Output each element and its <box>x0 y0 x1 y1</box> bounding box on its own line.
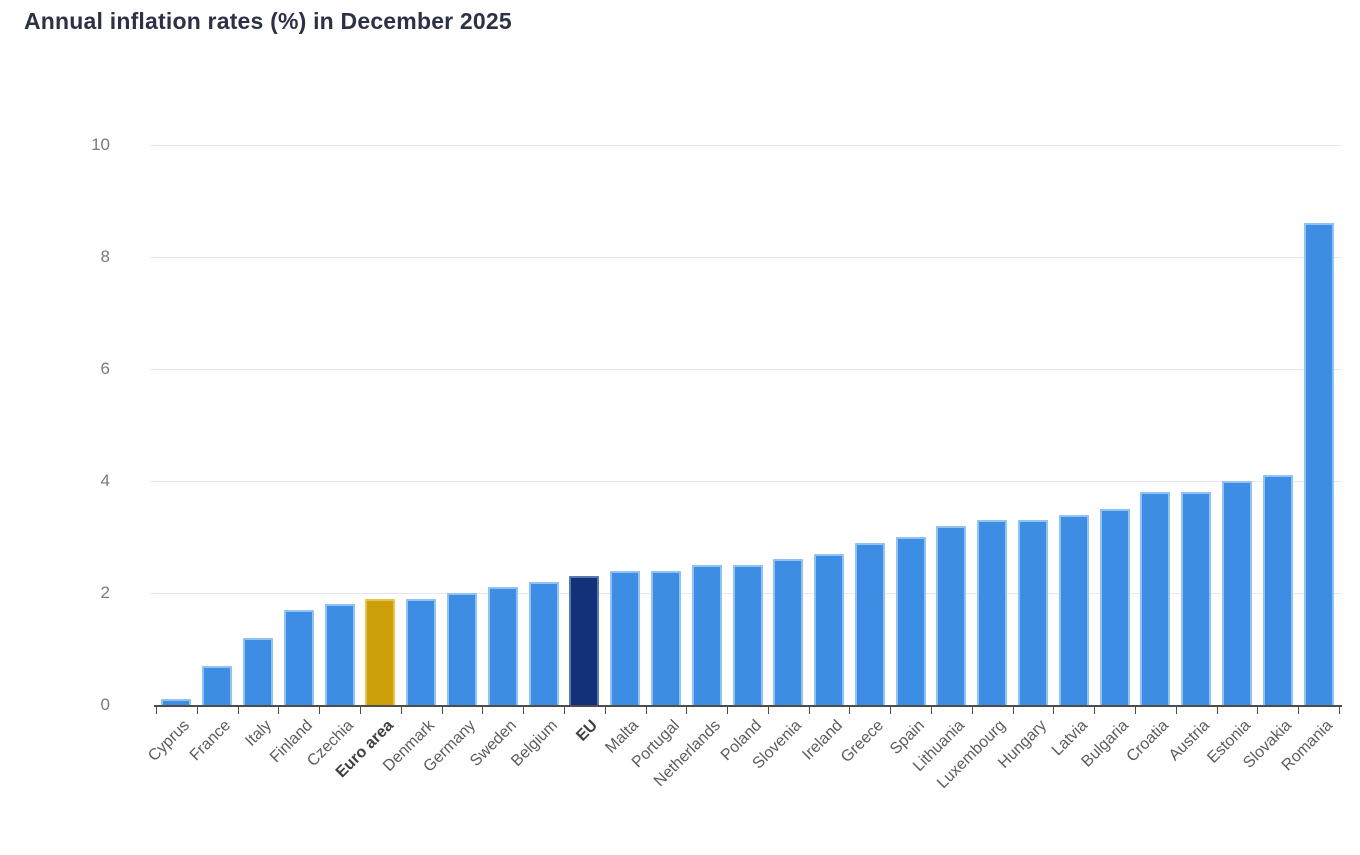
bar-netherlands[interactable] <box>691 565 722 705</box>
x-axis-tick <box>1257 707 1259 714</box>
x-label-cyprus: Cyprus <box>145 717 194 765</box>
x-axis-tick <box>727 707 729 714</box>
bar-latvia[interactable] <box>1058 514 1089 705</box>
gridline-y-8 <box>150 257 1342 258</box>
x-label-italy: Italy <box>242 717 275 750</box>
x-label-greece: Greece <box>837 717 887 767</box>
x-axis-tick <box>482 707 484 714</box>
y-axis-label-8: 8 <box>100 247 110 266</box>
bar-cyprus[interactable] <box>161 699 192 705</box>
x-axis-line <box>154 705 1342 707</box>
x-axis-tick <box>1339 707 1340 714</box>
bar-croatia[interactable] <box>1140 492 1171 705</box>
x-axis-tick <box>441 707 443 714</box>
bar-euro-area[interactable] <box>365 598 396 705</box>
x-axis-tick <box>971 707 973 714</box>
x-axis-tick <box>359 707 361 714</box>
x-axis-tick <box>319 707 321 714</box>
x-axis-tick <box>237 707 239 714</box>
x-axis-tick <box>1298 707 1300 714</box>
bar-bulgaria[interactable] <box>1099 509 1130 705</box>
bar-romania[interactable] <box>1303 223 1334 705</box>
x-axis-tick <box>1012 707 1014 714</box>
x-axis-tick <box>563 707 565 714</box>
bar-finland[interactable] <box>283 609 314 705</box>
bar-luxembourg[interactable] <box>977 520 1008 705</box>
y-axis-label-10: 10 <box>91 135 110 154</box>
x-axis-tick <box>523 707 525 714</box>
bar-austria[interactable] <box>1181 492 1212 705</box>
x-axis-tick <box>645 707 647 714</box>
bar-denmark[interactable] <box>406 598 437 705</box>
bar-france[interactable] <box>202 665 233 705</box>
x-axis-tick <box>808 707 810 714</box>
x-axis-tick <box>1053 707 1055 714</box>
x-axis-tick <box>1135 707 1137 714</box>
bar-poland[interactable] <box>732 565 763 705</box>
x-label-france: France <box>186 717 235 765</box>
bar-czechia[interactable] <box>324 604 355 705</box>
bar-greece[interactable] <box>854 542 885 705</box>
x-label-eu: EU <box>573 717 602 745</box>
x-axis-tick <box>604 707 606 714</box>
bar-ireland[interactable] <box>814 553 845 705</box>
x-label-ireland: Ireland <box>799 717 847 764</box>
bar-slovenia[interactable] <box>773 559 804 705</box>
x-axis-tick <box>1216 707 1218 714</box>
bar-lithuania[interactable] <box>936 525 967 705</box>
y-axis-label-6: 6 <box>100 359 110 378</box>
bar-belgium[interactable] <box>528 581 559 705</box>
x-axis-tick <box>890 707 892 714</box>
bar-germany[interactable] <box>446 593 477 705</box>
gridline-y-6 <box>150 369 1342 370</box>
x-axis-tick <box>400 707 402 714</box>
x-axis-tick <box>931 707 933 714</box>
x-axis-tick <box>1175 707 1177 714</box>
gridline-y-4 <box>150 481 1342 482</box>
chart-title: Annual inflation rates (%) in December 2… <box>24 8 512 34</box>
x-axis-tick <box>686 707 688 714</box>
x-axis-tick <box>156 707 157 714</box>
y-axis-label-0: 0 <box>100 695 110 714</box>
bar-sweden[interactable] <box>487 587 518 705</box>
y-axis-label-4: 4 <box>100 471 110 490</box>
x-label-croatia: Croatia <box>1123 717 1173 766</box>
bar-spain[interactable] <box>895 537 926 705</box>
y-axis-label-2: 2 <box>100 583 110 602</box>
bar-italy[interactable] <box>242 637 273 705</box>
x-axis-tick <box>767 707 769 714</box>
bar-eu[interactable] <box>569 576 600 705</box>
bar-portugal[interactable] <box>650 570 681 705</box>
x-axis-tick <box>196 707 198 714</box>
gridline-y-10 <box>150 145 1342 146</box>
bar-malta[interactable] <box>610 570 641 705</box>
x-axis-tick <box>278 707 280 714</box>
x-axis-tick <box>1094 707 1096 714</box>
bar-slovakia[interactable] <box>1262 475 1293 705</box>
bar-hungary[interactable] <box>1018 520 1049 705</box>
x-axis-tick <box>849 707 851 714</box>
bar-estonia[interactable] <box>1222 481 1253 705</box>
